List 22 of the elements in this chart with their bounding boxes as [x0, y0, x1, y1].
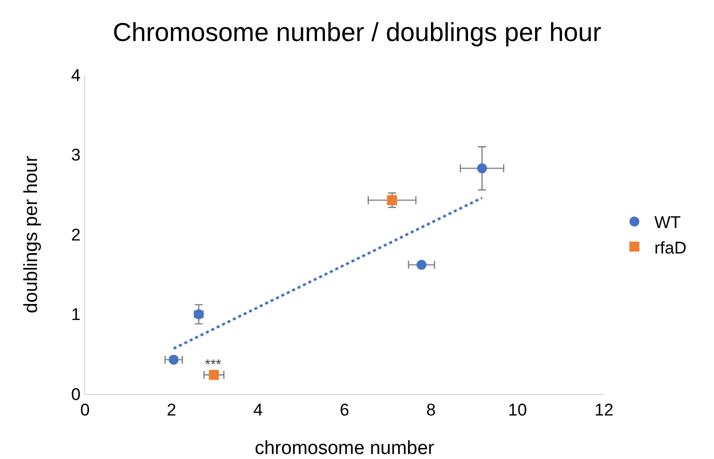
y-tick-label: 3: [71, 146, 81, 165]
x-tick-label: 12: [594, 400, 614, 420]
point: [208, 370, 219, 380]
chart-title: Chromosome number / doublings per hour: [112, 17, 602, 48]
y-tick-label: 1: [71, 305, 81, 324]
point: [387, 195, 398, 206]
x-tick-label: 8: [426, 400, 436, 420]
point: [477, 163, 488, 174]
x-tick-label: 2: [166, 400, 176, 420]
y-tick-label: 4: [71, 66, 81, 85]
y-tick-label: 2: [71, 225, 81, 244]
y-axis-title: doublings per hour: [21, 155, 42, 314]
y-tick-label: 0: [71, 384, 81, 404]
legend-label: WT: [654, 213, 681, 232]
point: [168, 354, 179, 365]
legend-label: rfaD: [654, 238, 687, 258]
annotation: ***: [205, 356, 222, 372]
x-tick-label: 10: [508, 400, 527, 420]
x-tick-label: 6: [340, 400, 350, 420]
x-axis-title: chromosome number: [254, 438, 435, 459]
point: [416, 260, 426, 270]
x-tick-label: 4: [253, 400, 263, 420]
